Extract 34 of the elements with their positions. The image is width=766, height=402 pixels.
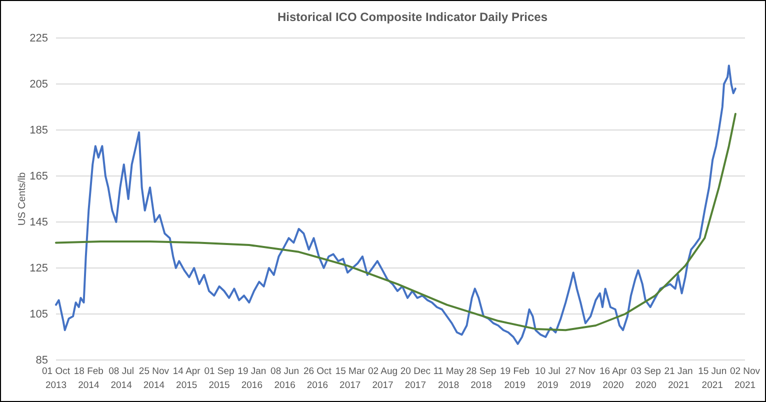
line-series <box>55 64 736 345</box>
x-tick-label: 27 Nov 2019 <box>565 366 596 391</box>
x-tick-label: 01 Sep 2015 <box>204 366 234 391</box>
y-tick-label: 165 <box>30 170 48 183</box>
x-tick-label: 18 Feb 2014 <box>74 366 104 391</box>
x-tick-label: 28 Sep 2018 <box>466 366 496 391</box>
x-tick-label: 10 Jul 2019 <box>534 366 560 391</box>
x-tick-label: 19 Feb 2019 <box>500 366 530 391</box>
x-tick-label: 11 May 2018 <box>433 366 464 391</box>
y-axis-title: US Cents/lb <box>17 172 28 226</box>
chart-title: Historical ICO Composite Indicator Daily Prices <box>277 10 548 24</box>
y-tick-label: 85 <box>36 354 48 367</box>
x-tick-label: 16 Apr 2020 <box>599 366 627 391</box>
x-tick-label: 21 Jan 2021 <box>664 366 693 391</box>
x-tick-label: 08 Jul 2014 <box>108 366 134 391</box>
x-tick-label: 15 Mar 2017 <box>335 366 365 391</box>
x-tick-label: 25 Nov 2014 <box>138 366 170 391</box>
line-series <box>55 112 736 332</box>
x-tick-label: 20 Dec 2017 <box>400 366 431 391</box>
x-tick-label: 02 Aug 2017 <box>368 366 398 391</box>
y-tick-label: 105 <box>30 308 48 321</box>
x-tick-label: 14 Apr 2015 <box>172 366 200 391</box>
x-tick-label: 01 Oct 2013 <box>42 366 70 391</box>
x-tick-label: 19 Jan 2016 <box>238 366 266 391</box>
y-tick-label: 185 <box>30 124 48 137</box>
y-tick-label: 145 <box>30 216 48 229</box>
x-tick-label: 03 Sep 2020 <box>630 366 661 391</box>
x-tick-label: 26 Oct 2016 <box>303 366 332 391</box>
y-tick-label: 205 <box>30 78 48 91</box>
y-tick-label: 125 <box>30 262 48 275</box>
x-tick-label: 02 Nov 2021 <box>730 366 760 391</box>
x-tick-label: 15 Jun 2021 <box>698 366 727 391</box>
x-tick-label: 08 Jun 2016 <box>270 366 300 391</box>
y-tick-label: 225 <box>30 32 48 45</box>
